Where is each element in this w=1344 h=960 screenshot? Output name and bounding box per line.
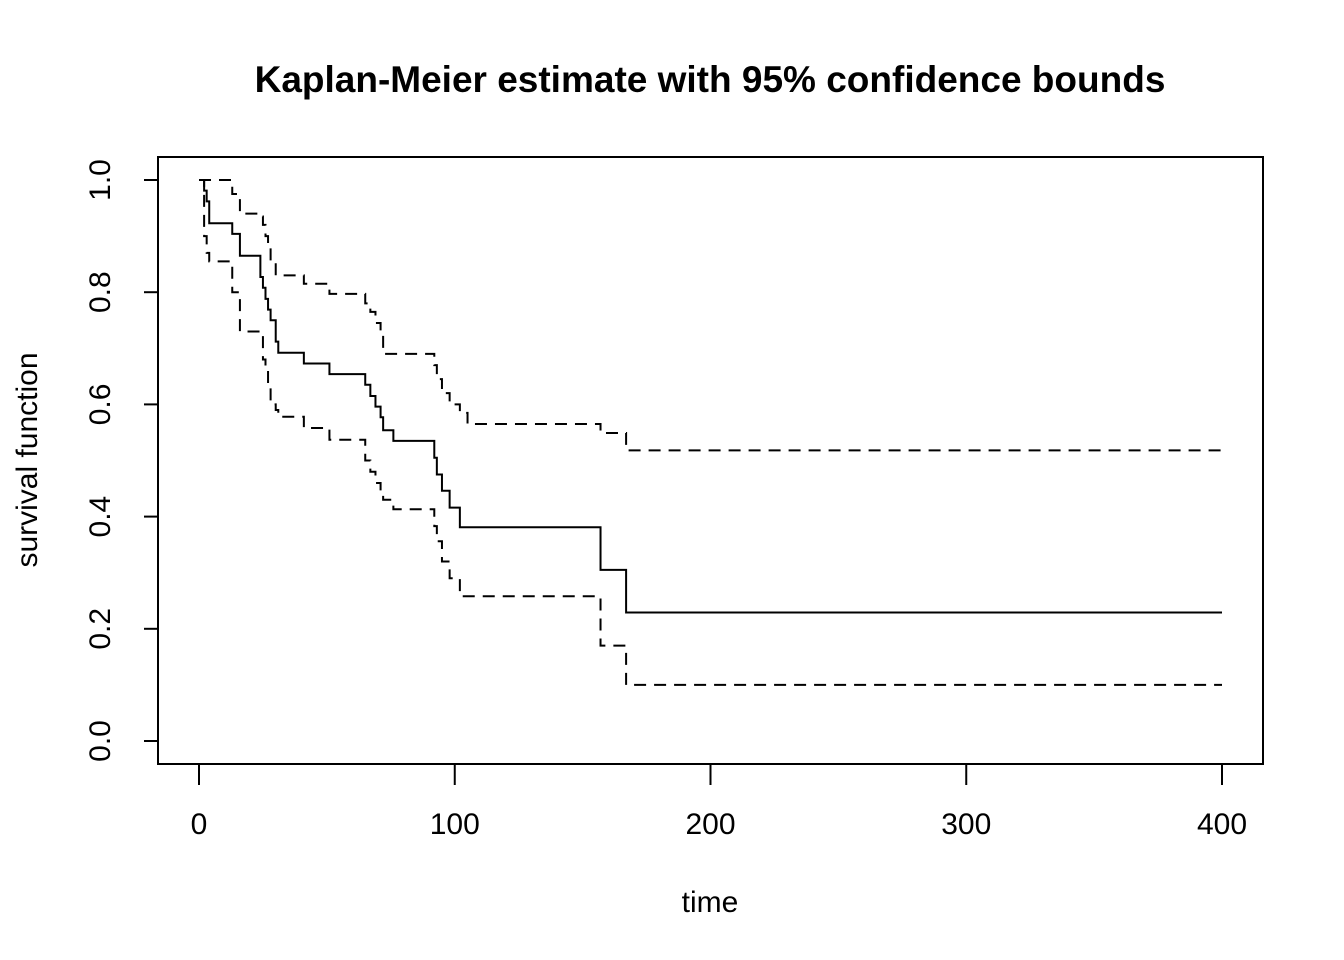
x-axis: 0 100 200 300 400 bbox=[191, 763, 1247, 841]
y-tick-label: 0.6 bbox=[84, 384, 117, 426]
y-tick-label: 1.0 bbox=[84, 159, 117, 201]
x-tick-label: 100 bbox=[430, 808, 480, 841]
y-axis-label: survival function bbox=[11, 352, 44, 567]
plot-frame bbox=[157, 156, 1264, 765]
y-axis: 0.0 0.2 0.4 0.6 0.8 1.0 bbox=[84, 159, 159, 762]
y-tick-label: 0.2 bbox=[84, 608, 117, 650]
chart-title: Kaplan-Meier estimate with 95% confidenc… bbox=[255, 59, 1166, 100]
lower-confidence-line bbox=[199, 179, 1222, 686]
x-axis-label: time bbox=[682, 886, 739, 919]
series-layer bbox=[199, 179, 1222, 686]
y-tick-label: 0.4 bbox=[84, 496, 117, 538]
upper-confidence-line bbox=[199, 179, 1222, 452]
x-tick-label: 300 bbox=[941, 808, 991, 841]
y-tick-label: 0.0 bbox=[84, 720, 117, 762]
x-tick-label: 400 bbox=[1197, 808, 1247, 841]
x-tick-label: 200 bbox=[685, 808, 735, 841]
x-tick-label: 0 bbox=[191, 808, 208, 841]
survival-estimate-line bbox=[199, 179, 1222, 614]
y-tick-label: 0.8 bbox=[84, 271, 117, 313]
